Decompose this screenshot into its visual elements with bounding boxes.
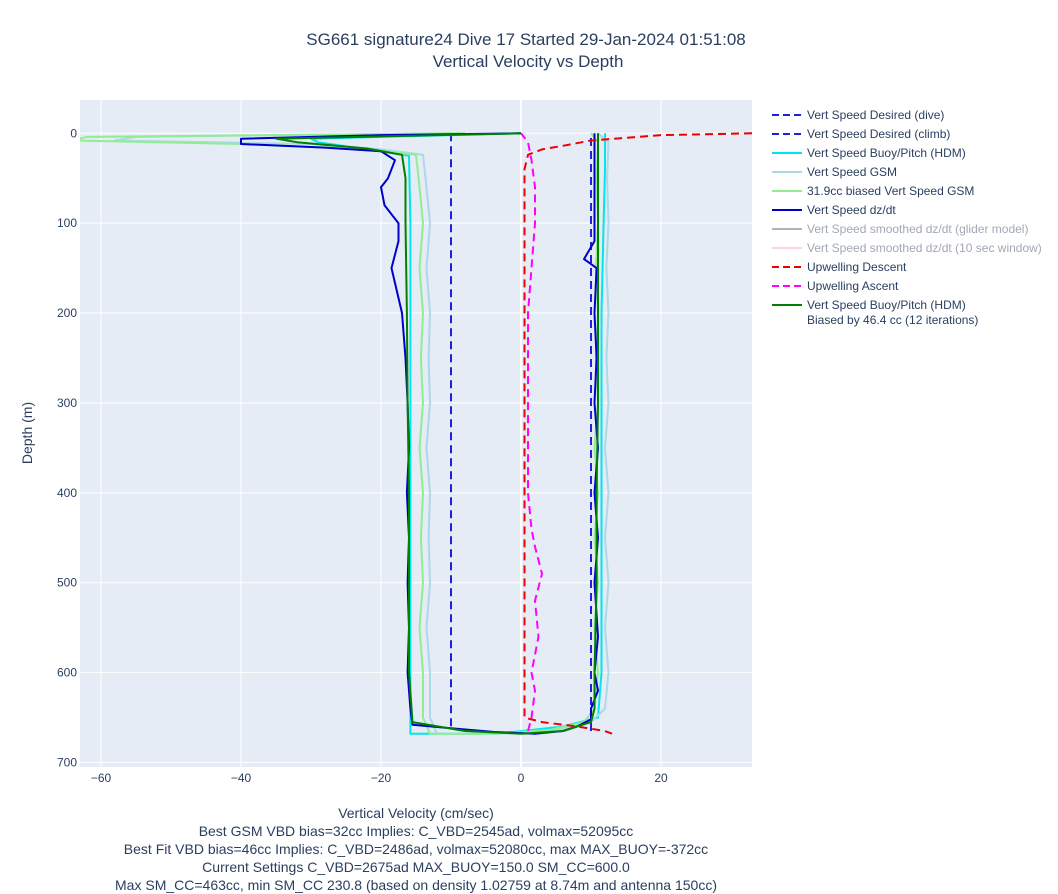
y-tick-label: 700 <box>57 756 77 770</box>
footnote-2: Best Fit VBD bias=46cc Implies: C_VBD=24… <box>124 841 708 857</box>
legend-label: Vert Speed smoothed dz/dt (glider model) <box>807 222 1028 236</box>
footnote-3: Current Settings C_VBD=2675ad MAX_BUOY=1… <box>202 859 630 875</box>
legend-label: Vert Speed smoothed dz/dt (10 sec window… <box>807 241 1042 255</box>
chart-title: SG661 signature24 Dive 17 Started 29-Jan… <box>306 30 745 49</box>
legend-label: Upwelling Ascent <box>807 279 899 293</box>
legend-item[interactable]: Upwelling Ascent <box>772 279 899 293</box>
legend-label: Vert Speed dz/dt <box>807 203 896 217</box>
legend-label: 31.9cc biased Vert Speed GSM <box>807 184 974 198</box>
legend-item[interactable]: Vert Speed Buoy/Pitch (HDM)Biased by 46.… <box>772 298 978 327</box>
legend-label: Upwelling Descent <box>807 260 907 274</box>
x-tick-label: 0 <box>518 771 525 785</box>
legend-item[interactable]: Vert Speed dz/dt <box>772 203 896 217</box>
y-tick-label: 300 <box>57 396 77 410</box>
plot-background <box>80 100 752 767</box>
series-10-line <box>520 132 543 732</box>
x-axis-title: Vertical Velocity (cm/sec) <box>338 805 494 821</box>
legend-item[interactable]: Vert Speed Desired (climb) <box>772 127 950 141</box>
legend-item[interactable]: Vert Speed Desired (dive) <box>772 108 944 122</box>
footnotes: Best GSM VBD bias=32cc Implies: C_VBD=25… <box>115 823 717 893</box>
series-6-line <box>240 132 599 735</box>
chart-subtitle: Vertical Velocity vs Depth <box>433 52 624 71</box>
legend-label: Vert Speed GSM <box>807 165 897 179</box>
y-tick-label: 0 <box>70 126 77 140</box>
x-tick-label: 20 <box>654 771 668 785</box>
footnote-4: Max SM_CC=463cc, min SM_CC 230.8 (based … <box>115 877 717 893</box>
y-tick-label: 500 <box>57 576 77 590</box>
x-tick-label: −40 <box>231 771 252 785</box>
legend-item[interactable]: Vert Speed Buoy/Pitch (HDM) <box>772 146 966 160</box>
x-tick-label: −60 <box>91 771 112 785</box>
y-tick-label: 200 <box>57 306 77 320</box>
series-11-line <box>275 132 599 735</box>
y-tick-label: 400 <box>57 486 77 500</box>
series-layer <box>80 132 752 735</box>
footnote-1: Best GSM VBD bias=32cc Implies: C_VBD=25… <box>199 823 634 839</box>
x-tick-label: −20 <box>371 771 392 785</box>
legend-label: Biased by 46.4 cc (12 iterations) <box>807 313 978 327</box>
legend: Vert Speed Desired (dive) Vert Speed Desi… <box>772 108 1042 327</box>
series-9-line <box>523 132 752 735</box>
legend-label: Vert Speed Desired (dive) <box>807 108 944 122</box>
legend-item[interactable]: Upwelling Descent <box>772 260 907 274</box>
y-tick-label: 600 <box>57 666 77 680</box>
legend-label: Vert Speed Desired (climb) <box>807 127 950 141</box>
y-axis-title: Depth (m) <box>19 402 35 464</box>
legend-item[interactable]: 31.9cc biased Vert Speed GSM <box>772 184 974 198</box>
legend-label: Vert Speed Buoy/Pitch (HDM) <box>807 146 966 160</box>
y-tick-label: 100 <box>57 216 77 230</box>
legend-item[interactable]: Vert Speed smoothed dz/dt (10 sec window… <box>772 241 1042 255</box>
legend-item[interactable]: Vert Speed GSM <box>772 165 897 179</box>
legend-item[interactable]: Vert Speed smoothed dz/dt (glider model) <box>772 222 1028 236</box>
legend-label: Vert Speed Buoy/Pitch (HDM) <box>807 298 966 312</box>
